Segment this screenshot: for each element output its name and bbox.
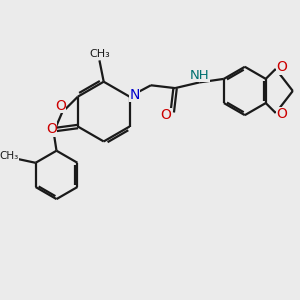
Text: O: O — [277, 61, 287, 74]
Text: O: O — [46, 122, 57, 136]
Text: CH₃: CH₃ — [89, 49, 110, 59]
Text: N: N — [130, 88, 140, 102]
Text: NH: NH — [190, 69, 210, 82]
Text: O: O — [55, 99, 66, 113]
Text: CH₃: CH₃ — [0, 151, 19, 161]
Text: O: O — [160, 108, 171, 122]
Text: O: O — [277, 107, 287, 122]
